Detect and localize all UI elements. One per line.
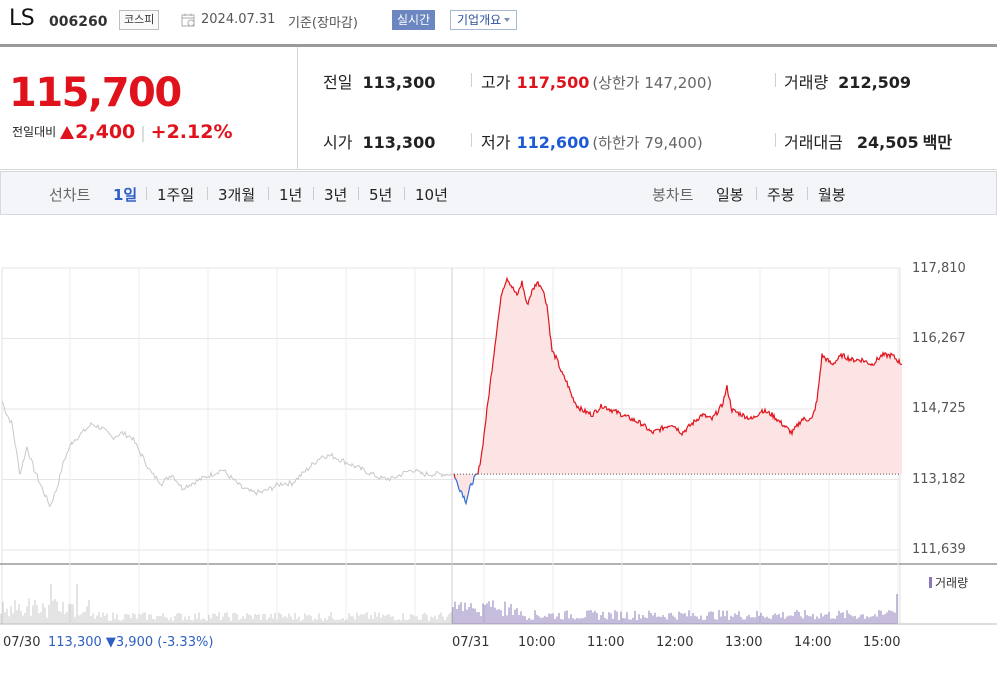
company-overview-dropdown[interactable]: 기업개요 [450,10,518,30]
divider [358,187,359,200]
prev-day-summary: 113,300 ▼3,900 (-3.33%) [48,635,213,650]
stat-value: 212,509 [838,73,912,92]
chevron-down-icon [504,18,511,22]
x-tick-label: 10:00 [518,635,556,650]
price-summary: 115,700 전일대비 2,400 | +2.12% 전일 113,300 고가 117… [0,47,997,170]
x-tick-label: 14:00 [794,635,832,650]
y-tick-label: 116,267 [912,331,966,346]
stat-prev-close: 전일 113,300 [323,69,435,93]
base-date-note: 기준(장마감) [288,16,358,31]
price-chart-svg [0,267,997,625]
market-badge: 코스피 [119,10,160,30]
stat-label: 거래량 [784,73,829,92]
prev-day-change: 3,900 [115,635,154,650]
y-tick-label: 117,810 [912,261,966,276]
divider [775,73,776,87]
candle-daily[interactable]: 일봉 [716,186,744,204]
stat-open: 시가 113,300 [323,129,435,153]
prev-day-pct: (-3.33%) [157,635,214,650]
stat-value: 117,500 [516,73,590,92]
prev-day-line [1,400,453,508]
volume-legend-swatch [929,577,932,588]
today-line-down [454,473,478,506]
change-percent: +2.12% [150,121,233,143]
change-row: 전일대비 2,400 | +2.12% [12,121,233,143]
divider [471,133,472,147]
candle-chart-label: 봉차트 [652,186,694,204]
stat-high: 고가 117,500 (상한가 147,200) [481,69,712,93]
price-chart[interactable]: 117,810 116,267 114,725 113,182 111,639 … [0,214,997,684]
divider [404,187,405,200]
stock-header: LS 006260 코스피 2024.07.31 기준(장마감) 실시간 기업개… [0,0,997,47]
line-chart-label: 선차트 [49,186,91,204]
up-arrow-icon [60,126,75,139]
volume-legend: 거래량 [929,574,968,591]
realtime-button[interactable]: 실시간 [392,10,436,30]
today-area-fill [454,278,902,504]
period-3m[interactable]: 3개월 [218,186,256,204]
stock-code: 006260 [49,14,108,30]
change-amount: 2,400 [75,121,136,143]
x-tick-label: 07/31 [452,635,490,650]
stat-unit: 백만 [922,133,953,152]
period-1d[interactable]: 1일 [113,186,138,204]
period-5y[interactable]: 5년 [369,186,393,204]
x-tick-label: 11:00 [587,635,625,650]
today-line-up [476,276,903,475]
chart-toolbar: 선차트 1일 1주일 3개월 1년 3년 5년 10년 봉차트 일봉 주봉 월봉 [0,171,997,215]
lower-limit: (하한가 79,400) [592,134,703,152]
stat-label: 거래대금 [784,133,843,152]
volume-legend-label: 거래량 [935,576,969,590]
candle-weekly[interactable]: 주봉 [767,186,795,204]
stock-name: LS [9,6,35,31]
company-overview-label: 기업개요 [457,13,502,27]
candle-monthly[interactable]: 월봉 [818,186,846,204]
divider [756,187,757,200]
stat-amount: 거래대금 24,505 백만 [784,129,952,153]
divider [146,187,147,200]
period-3y[interactable]: 3년 [324,186,348,204]
change-label: 전일대비 [12,125,57,139]
stat-volume: 거래량 212,509 [784,69,911,93]
x-tick-label: 07/30 [3,635,41,650]
x-tick-label: 15:00 [863,635,901,650]
current-price-panel: 115,700 전일대비 2,400 | +2.12% [0,47,298,169]
period-1y[interactable]: 1년 [279,186,303,204]
stat-value: 112,600 [516,133,590,152]
y-tick-label: 111,639 [912,542,966,557]
down-arrow-icon: ▼ [105,635,116,650]
upper-limit: (상한가 147,200) [592,74,713,92]
x-tick-label: 13:00 [725,635,763,650]
y-tick-label: 113,182 [912,472,966,487]
divider [268,187,269,200]
stat-value: 113,300 [362,73,436,92]
divider [807,187,808,200]
x-tick-label: 12:00 [656,635,694,650]
current-price: 115,700 [9,70,182,116]
divider [775,133,776,147]
stat-label: 저가 [481,133,511,152]
stat-label: 전일 [323,73,353,92]
stat-value: 113,300 [362,133,436,152]
divider [313,187,314,200]
calendar-icon [181,13,195,27]
divider [207,187,208,200]
base-date: 2024.07.31 [201,12,276,27]
stat-value: 24,505 [856,133,919,152]
stat-label: 고가 [481,73,511,92]
period-1w[interactable]: 1주일 [157,186,195,204]
stat-label: 시가 [323,133,353,152]
divider [471,73,472,87]
prev-day-close: 113,300 [48,635,102,650]
y-tick-label: 114,725 [912,401,966,416]
divider: | [140,123,146,142]
stat-low: 저가 112,600 (하한가 79,400) [481,129,703,153]
period-10y[interactable]: 10년 [415,186,448,204]
